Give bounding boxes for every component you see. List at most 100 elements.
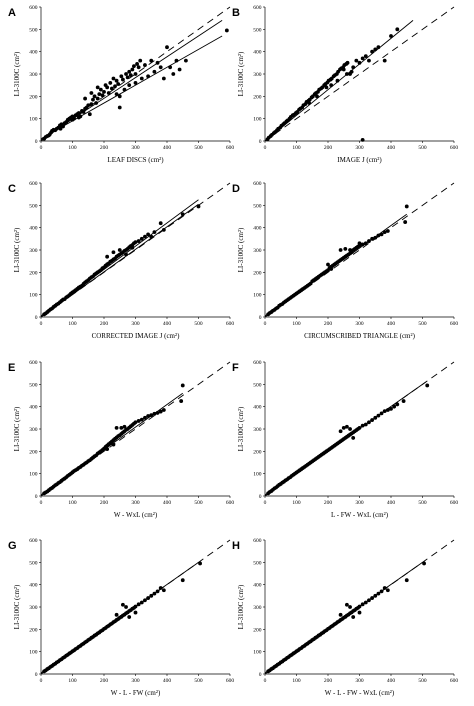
panel-letter: H	[232, 540, 240, 552]
data-point	[357, 610, 362, 615]
data-point	[155, 411, 160, 415]
data-point	[121, 77, 125, 82]
x-tick-label: 600	[226, 321, 235, 327]
data-point	[152, 69, 157, 74]
x-tick-label: 100	[292, 321, 301, 327]
data-point	[351, 615, 356, 619]
data-point	[345, 602, 349, 607]
panel-letter: C	[8, 183, 16, 195]
data-point	[338, 612, 343, 617]
x-axis-label: W - WxL (cm²)	[114, 511, 158, 519]
y-tick-label: 0	[259, 139, 262, 145]
data-point	[367, 58, 371, 63]
y-tick-label: 500	[29, 27, 38, 33]
data-point	[343, 246, 348, 251]
panel-letter: D	[232, 183, 240, 195]
y-tick-label: 600	[29, 181, 38, 187]
y-tick-label: 100	[253, 650, 262, 656]
panel-letter: A	[8, 7, 16, 19]
data-point	[136, 239, 141, 243]
x-tick-label: 200	[100, 500, 109, 506]
data-point	[133, 81, 138, 85]
y-tick-label: 400	[29, 583, 38, 589]
data-point	[158, 65, 163, 70]
data-point	[132, 64, 136, 69]
data-point	[174, 58, 179, 63]
data-point	[395, 27, 400, 32]
y-tick-label: 600	[253, 5, 262, 11]
x-tick-label: 100	[68, 145, 77, 151]
y-axis-label: LI-3100C (cm²)	[237, 51, 245, 96]
data-point	[171, 72, 176, 76]
data-point	[385, 229, 390, 233]
x-axis-label: IMAGE J (cm²)	[337, 156, 382, 164]
data-point	[124, 252, 128, 257]
x-tick-label: 600	[226, 500, 235, 506]
x-tick-label: 100	[292, 678, 301, 684]
y-tick-label: 500	[29, 560, 38, 566]
data-point	[422, 561, 426, 566]
data-point	[382, 58, 387, 63]
x-tick-label: 400	[387, 145, 396, 151]
data-point	[370, 236, 374, 241]
x-tick-label: 200	[100, 145, 109, 151]
data-point	[133, 420, 138, 425]
data-point	[379, 232, 384, 237]
data-point	[114, 78, 119, 83]
data-point	[360, 242, 365, 247]
x-tick-label: 200	[324, 500, 333, 506]
data-point	[196, 204, 201, 209]
data-point	[127, 615, 132, 619]
x-tick-label: 300	[355, 145, 364, 151]
data-point	[91, 97, 95, 102]
data-point	[146, 232, 151, 237]
x-tick-label: 600	[450, 321, 459, 327]
data-point	[180, 212, 185, 217]
data-point	[114, 612, 119, 617]
x-tick-label: 300	[355, 321, 364, 327]
panel-letter: G	[8, 540, 17, 552]
data-point	[335, 78, 340, 83]
data-point	[127, 83, 132, 88]
y-tick-label: 0	[259, 315, 262, 321]
x-tick-label: 0	[264, 321, 267, 327]
data-point	[348, 248, 352, 252]
data-point	[105, 85, 110, 90]
x-axis-label: W - L - FW (cm²)	[111, 689, 161, 697]
data-point	[111, 76, 116, 81]
data-point	[111, 250, 116, 255]
data-point	[315, 94, 319, 99]
y-tick-label: 500	[253, 560, 262, 566]
x-tick-label: 400	[163, 678, 172, 684]
data-point	[363, 241, 368, 246]
data-point	[357, 241, 362, 246]
data-point	[338, 248, 343, 252]
x-tick-label: 200	[324, 678, 333, 684]
data-point	[125, 75, 130, 80]
data-point	[61, 124, 65, 129]
x-tick-label: 100	[68, 321, 77, 327]
x-tick-label: 100	[68, 678, 77, 684]
data-point	[155, 589, 160, 594]
data-point	[143, 234, 147, 239]
x-tick-label: 0	[40, 145, 43, 151]
data-point	[122, 424, 127, 429]
data-point	[376, 45, 381, 50]
data-point	[149, 234, 154, 239]
data-point	[94, 101, 99, 105]
data-point	[113, 84, 117, 89]
x-tick-label: 500	[418, 145, 427, 151]
x-tick-label: 200	[324, 145, 333, 151]
data-point	[89, 91, 94, 95]
y-tick-label: 400	[29, 405, 38, 411]
data-point	[97, 92, 102, 96]
data-point	[98, 87, 103, 92]
data-point	[379, 411, 384, 416]
y-tick-label: 100	[29, 650, 38, 656]
data-point	[139, 417, 144, 422]
data-point	[382, 409, 387, 414]
data-point	[138, 58, 143, 63]
x-tick-label: 300	[131, 678, 140, 684]
x-tick-label: 0	[264, 678, 267, 684]
data-point	[349, 69, 354, 74]
